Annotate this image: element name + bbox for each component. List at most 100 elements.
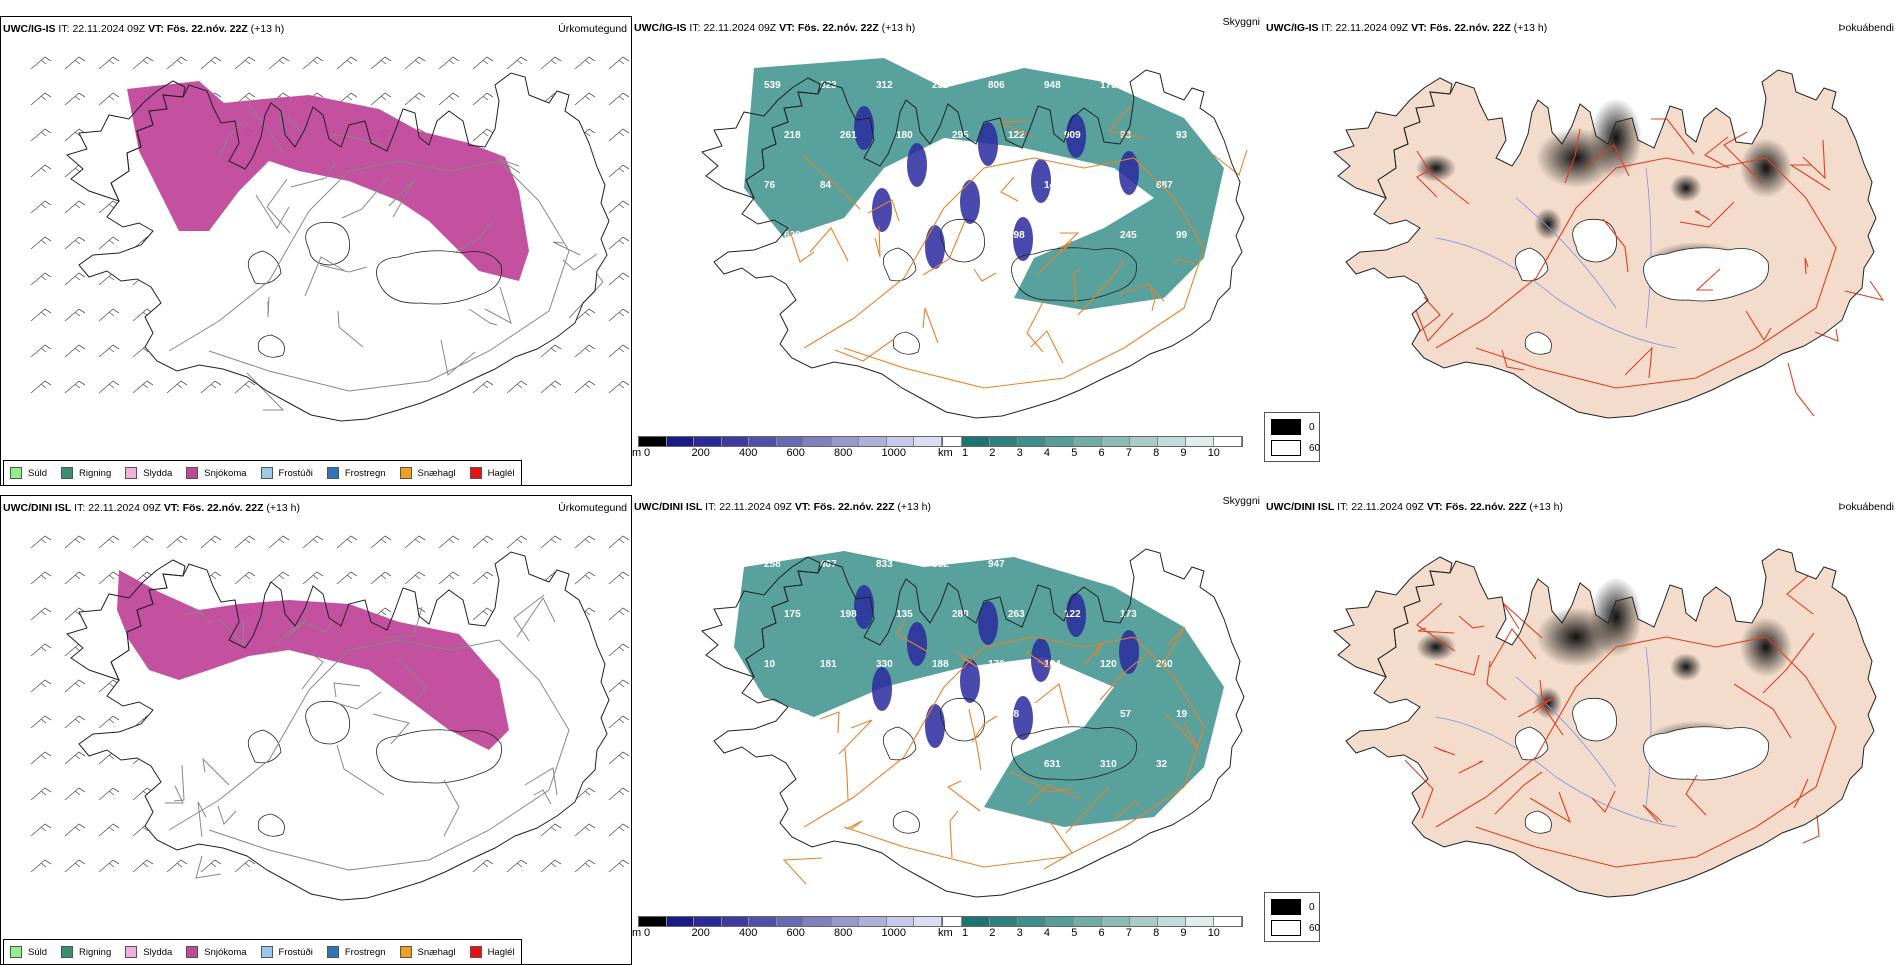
colorbar-tick: 9 <box>1180 447 1187 459</box>
iceland-map <box>1332 69 1885 419</box>
cloud-base-label: 180 <box>896 130 913 141</box>
init-time: 22.11.2024 09Z <box>72 23 146 35</box>
legend-item: Snjókoma <box>186 946 247 958</box>
fog-legend-swatch <box>1271 899 1301 915</box>
map-precip <box>30 535 630 901</box>
cloud-base-label: 287 <box>876 759 893 770</box>
colorbar-segment <box>1130 437 1158 446</box>
coastline <box>713 69 1245 419</box>
colorbar-tick: 6 <box>1098 447 1105 459</box>
colorbar-scale <box>638 916 943 927</box>
cloud-base-label: 947 <box>988 559 1005 570</box>
cloud-base-label: 99 <box>1176 230 1188 241</box>
glacier-outline <box>882 247 917 282</box>
colorbar-tick: 200 <box>691 927 710 939</box>
colorbar-segment <box>962 917 990 926</box>
legend-label: Frostregn <box>344 467 386 479</box>
panel-header: UWC/IG-IS IT: 22.11.2024 09Z VT: Fös. 22… <box>1266 22 1548 34</box>
glacier-outline <box>1643 247 1769 302</box>
cloud-base-label: 179 <box>820 280 837 291</box>
legend-label: Rigning <box>79 467 112 479</box>
fog-signal-area <box>1534 687 1562 719</box>
colorbar-unit: m <box>632 447 642 459</box>
colorbar-segment <box>914 917 942 926</box>
glacier-outline <box>1011 247 1137 302</box>
legend-label: Frostúði <box>278 946 313 958</box>
colorbar-scale <box>942 916 1243 927</box>
model-name: UWC/IG-IS <box>3 23 56 35</box>
fog-signal-area <box>1740 617 1792 677</box>
low-cloud-area <box>907 622 927 666</box>
road-network <box>1404 575 1837 868</box>
glacier-outline <box>376 729 502 784</box>
low-cloud-area <box>1066 114 1086 158</box>
cloud-base-label: 122 <box>1064 609 1081 620</box>
colorbar-tick: 4 <box>1043 447 1051 459</box>
init-time: 22.11.2024 09Z <box>88 502 161 514</box>
cloud-base-label: 346 <box>1156 80 1173 91</box>
cloud-visibility-panel-dini: UWC/DINI ISL IT: 22.11.2024 09Z VT: Fös.… <box>632 495 1264 950</box>
road-network <box>165 594 570 879</box>
colorbar-segment <box>666 917 694 926</box>
cloud-visibility-panel-igis: UWC/IG-IS IT: 22.11.2024 09Z VT: Fös. 22… <box>632 16 1264 486</box>
legend-item: Frostregn <box>326 467 386 479</box>
cloud-base-label: 251 <box>1064 230 1081 241</box>
cloud-base-label: 280 <box>952 609 969 620</box>
cloud-base-label: 298 <box>1008 230 1025 241</box>
colorbar-tick: 0 <box>644 927 651 939</box>
model-name: UWC/DINI ISL <box>3 502 72 514</box>
colorbar-unit: km <box>938 927 953 939</box>
valid-time: Fös. 22.nóv. 22Z <box>182 502 264 514</box>
cloud-base-label: 15 <box>932 180 944 191</box>
low-cloud-area <box>978 122 998 166</box>
cloud-base-label: 260 <box>1156 659 1173 670</box>
cloud-base-label: 362 <box>932 559 949 570</box>
cloud-base-label: 19 <box>1176 709 1188 720</box>
legend-label: Snjókoma <box>204 467 247 479</box>
colorbar-tick: 7 <box>1125 927 1132 939</box>
glacier-outline <box>1643 726 1769 781</box>
glacier-outline <box>940 218 985 263</box>
cloud-base-label: 18 <box>820 759 832 770</box>
legend-item: Frostregn <box>326 946 386 958</box>
colorbar-tick: 8 <box>1153 447 1160 459</box>
colorbar-segment <box>694 437 722 446</box>
cloud-base-label: 909 <box>1064 130 1081 141</box>
colorbar-segment <box>1186 437 1214 446</box>
colorbar-segment <box>1102 437 1130 446</box>
fog-legend-label: 60 <box>1309 922 1321 934</box>
legend-swatch <box>260 467 273 479</box>
cloud-base-label: 245 <box>1120 230 1137 241</box>
cloud-base-label: 887 <box>1156 180 1173 191</box>
coastline <box>1332 556 1453 678</box>
panel-title: Skyggni <box>1222 495 1260 507</box>
colorbar-segment <box>749 917 777 926</box>
legend-item: Frostúði <box>260 467 313 479</box>
cloud-base-label: 261 <box>840 130 857 141</box>
colorbar-segment <box>1214 437 1242 446</box>
cloud-base-label: 10 <box>764 659 776 670</box>
fog-legend-item: 60 <box>1271 440 1320 456</box>
glacier-outline <box>305 700 350 745</box>
low-cloud-area <box>872 667 892 711</box>
fog-signal-area <box>1740 138 1792 198</box>
colorbar-tick: 400 <box>739 927 758 939</box>
colorbar-tick: 0 <box>644 447 651 459</box>
map-fog <box>1332 69 1885 419</box>
colorbar-segment <box>962 437 990 446</box>
rivers <box>1515 646 1652 808</box>
colorbar-tick: 4 <box>1043 927 1051 939</box>
cloud-base-label: 530 <box>988 280 1005 291</box>
map-precip <box>30 56 630 422</box>
glacier-outline <box>376 250 502 305</box>
cloud-base-label: 176 <box>896 230 913 241</box>
colorbar-segment <box>804 917 832 926</box>
cloud-base-label: 930 <box>1044 559 1061 570</box>
fog-legend-label: 60 <box>1309 442 1321 454</box>
colorbar-tick: 6 <box>1098 927 1105 939</box>
low-cloud-area <box>1119 151 1139 195</box>
legend-item: Rigning <box>61 946 111 958</box>
snow-area <box>117 570 509 750</box>
cloud-base-label: 76 <box>764 180 776 191</box>
legend-item: Snæhagl <box>399 467 456 479</box>
